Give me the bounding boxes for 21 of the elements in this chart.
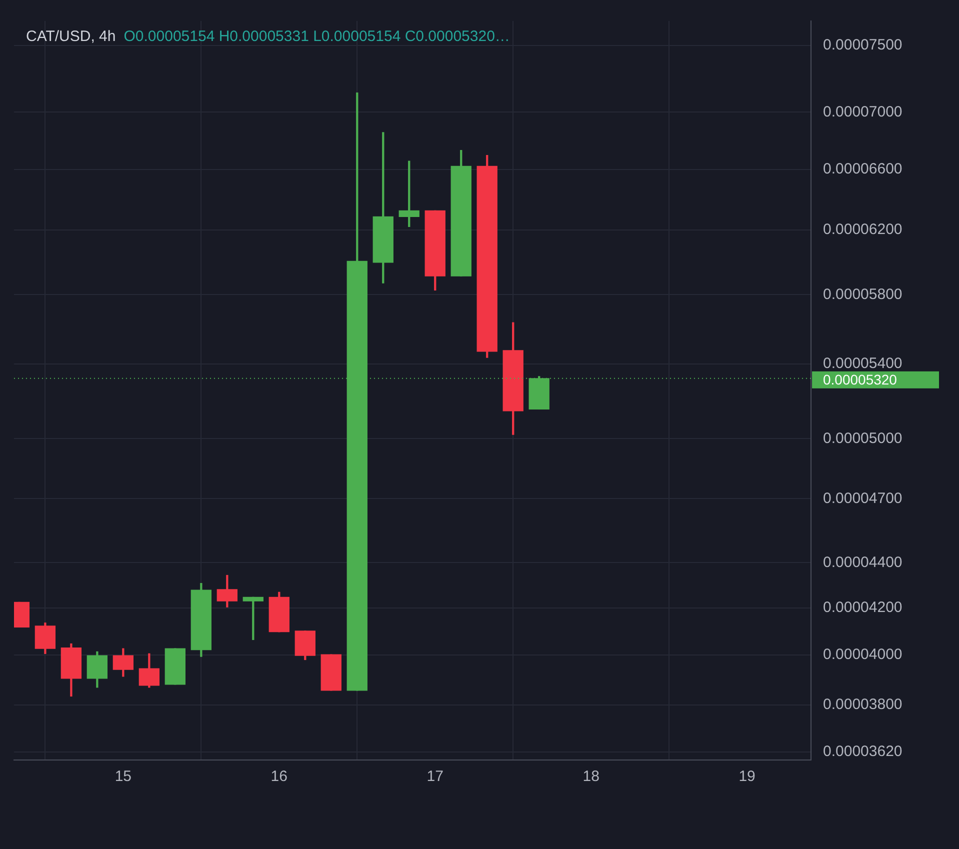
x-tick-label: 19 [738, 768, 756, 786]
text: CAT/USD, 4h [26, 28, 116, 45]
ref-line-label: 0.00005320 [823, 371, 898, 388]
y-tick-label: 0.00004700 [823, 490, 902, 507]
y-tick-label: 0.00004400 [823, 554, 902, 571]
y-tick-label: 0.00003800 [823, 696, 902, 713]
x-tick-label: 15 [114, 768, 132, 786]
y-tick-label: 0.00003620 [823, 743, 902, 760]
y-tick-label: 0.00004200 [823, 598, 902, 616]
y-tick-label: 0.00004000 [823, 646, 902, 664]
x-tick-label: 16 [270, 768, 288, 786]
y-tick-label: 0.00005000 [823, 430, 902, 447]
y-tick-label: 0.00006200 [823, 221, 902, 238]
y-tick-label: 0.00007500 [823, 36, 902, 54]
y-tick-label: 0.00007000 [823, 103, 902, 120]
y-tick-label: 0.00005800 [823, 286, 902, 303]
y-tick-label: 0.00006600 [823, 160, 902, 178]
x-tick-label: 17 [426, 768, 444, 786]
annotation: O0.00005154 H0.00005331 L0.00005154 C0.00005320… [124, 28, 510, 45]
x-tick-label: 18 [582, 768, 600, 786]
y-tick-label: 0.00005400 [823, 355, 902, 372]
